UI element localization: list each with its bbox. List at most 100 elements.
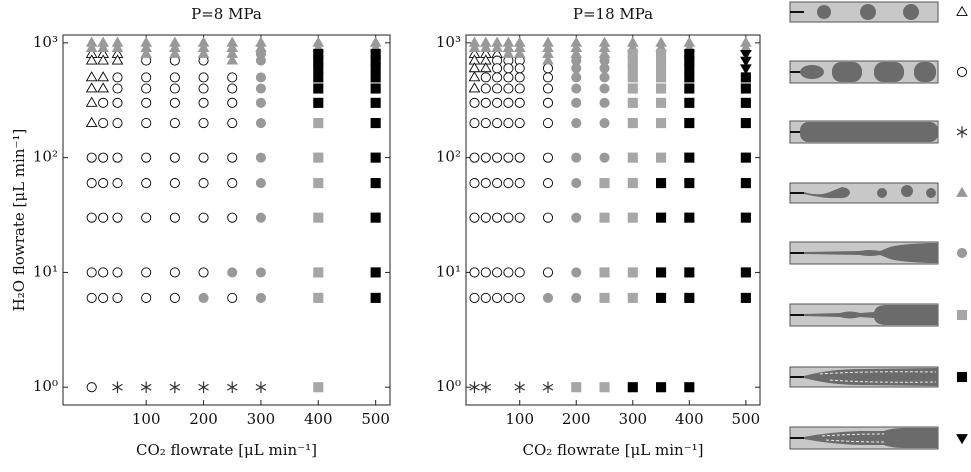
- marker: [492, 292, 503, 303]
- marker: [370, 267, 381, 278]
- marker: [514, 292, 525, 303]
- marker: [542, 152, 554, 163]
- x-tick-label: 300: [247, 410, 276, 428]
- marker: [112, 292, 123, 303]
- marker: [169, 212, 180, 223]
- marker: [97, 71, 109, 82]
- marker: [627, 63, 638, 74]
- marker: [503, 97, 514, 108]
- marker: [141, 212, 152, 223]
- marker: [112, 267, 123, 278]
- marker: [313, 212, 324, 223]
- marker: [599, 152, 610, 163]
- marker: [169, 97, 180, 108]
- marker: [656, 72, 667, 83]
- marker: [599, 292, 610, 303]
- marker: [492, 63, 503, 74]
- marker: [469, 152, 480, 163]
- marker: [227, 267, 238, 278]
- marker: [740, 267, 751, 278]
- marker: [480, 72, 491, 83]
- marker: [370, 292, 381, 303]
- marker: [571, 178, 582, 189]
- marker: [656, 83, 667, 94]
- marker: [370, 83, 381, 94]
- schematic-jetting: [789, 241, 939, 265]
- marker: [97, 82, 109, 93]
- marker: [599, 118, 610, 129]
- marker: [255, 152, 266, 163]
- marker: [599, 83, 610, 94]
- marker: [86, 382, 97, 393]
- marker: [141, 83, 152, 94]
- marker: [313, 382, 324, 393]
- marker: [684, 63, 695, 74]
- marker: [571, 63, 582, 74]
- marker: [469, 381, 480, 393]
- marker: [480, 292, 491, 303]
- marker: [503, 72, 514, 83]
- marker: [571, 72, 582, 83]
- marker: [627, 83, 638, 94]
- marker: [656, 118, 667, 129]
- marker: [111, 54, 124, 65]
- marker: [571, 292, 582, 303]
- marker: [469, 212, 480, 223]
- marker: [503, 212, 514, 223]
- marker: [684, 292, 695, 303]
- marker: [141, 72, 152, 83]
- marker: [491, 41, 503, 52]
- marker: [370, 212, 381, 223]
- schematic-jet-bulge: [789, 303, 939, 327]
- marker: [86, 152, 97, 163]
- marker: [542, 63, 554, 74]
- marker: [370, 97, 381, 108]
- marker: [141, 267, 152, 278]
- marker: [571, 212, 582, 223]
- marker: [480, 152, 491, 163]
- marker: [503, 83, 514, 94]
- marker: [198, 381, 209, 393]
- marker: [740, 152, 751, 163]
- marker: [97, 41, 109, 52]
- marker: [514, 118, 525, 129]
- marker: [503, 118, 514, 129]
- marker: [468, 82, 481, 93]
- marker: [255, 178, 266, 189]
- marker: [480, 118, 491, 129]
- marker: [169, 381, 181, 393]
- marker: [85, 54, 98, 65]
- marker: [503, 152, 514, 163]
- x-tick-label: 500: [361, 410, 390, 428]
- marker: [169, 178, 180, 189]
- marker: [740, 83, 751, 94]
- marker: [198, 292, 209, 303]
- marker: [492, 118, 503, 129]
- legend-marker: [956, 247, 968, 259]
- schematic-turbulent: [789, 366, 939, 388]
- marker: [198, 212, 209, 223]
- marker: [480, 267, 491, 278]
- marker: [740, 97, 751, 108]
- marker: [684, 72, 695, 83]
- marker: [468, 41, 481, 52]
- marker: [542, 97, 554, 108]
- marker: [542, 178, 554, 189]
- y-tick-label: 10¹: [33, 262, 58, 280]
- marker: [492, 72, 503, 83]
- marker: [255, 55, 266, 66]
- marker: [98, 212, 109, 223]
- marker: [469, 97, 480, 108]
- marker: [313, 118, 324, 129]
- marker: [469, 292, 480, 303]
- legend-marker: [956, 371, 968, 383]
- marker: [255, 118, 266, 129]
- x-tick-label: 200: [189, 410, 218, 428]
- marker: [169, 292, 180, 303]
- marker: [141, 178, 152, 189]
- marker: [86, 267, 97, 278]
- marker: [86, 178, 97, 189]
- y-tick-label: 10⁰: [436, 377, 461, 395]
- marker: [313, 83, 324, 94]
